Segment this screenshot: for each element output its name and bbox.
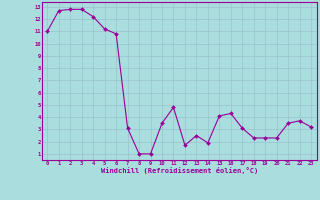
X-axis label: Windchill (Refroidissement éolien,°C): Windchill (Refroidissement éolien,°C) <box>100 167 258 174</box>
